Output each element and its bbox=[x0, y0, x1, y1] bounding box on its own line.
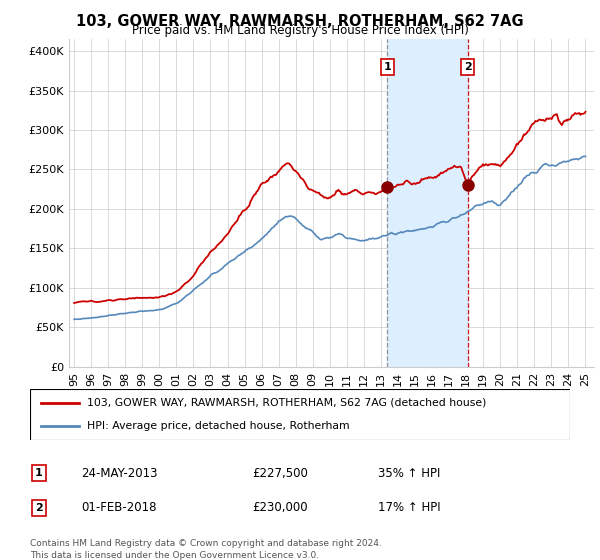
Text: 103, GOWER WAY, RAWMARSH, ROTHERHAM, S62 7AG: 103, GOWER WAY, RAWMARSH, ROTHERHAM, S62… bbox=[76, 14, 524, 29]
Text: Contains HM Land Registry data © Crown copyright and database right 2024.
This d: Contains HM Land Registry data © Crown c… bbox=[30, 539, 382, 559]
Text: 2: 2 bbox=[464, 62, 472, 72]
Text: £227,500: £227,500 bbox=[252, 466, 308, 480]
Text: 2: 2 bbox=[35, 503, 43, 513]
Text: 35% ↑ HPI: 35% ↑ HPI bbox=[378, 466, 440, 480]
Text: 103, GOWER WAY, RAWMARSH, ROTHERHAM, S62 7AG (detached house): 103, GOWER WAY, RAWMARSH, ROTHERHAM, S62… bbox=[86, 398, 486, 408]
Text: Price paid vs. HM Land Registry's House Price Index (HPI): Price paid vs. HM Land Registry's House … bbox=[131, 24, 469, 37]
Text: 17% ↑ HPI: 17% ↑ HPI bbox=[378, 501, 440, 515]
Text: 1: 1 bbox=[35, 468, 43, 478]
Text: £230,000: £230,000 bbox=[252, 501, 308, 515]
Bar bbox=[388, 39, 467, 367]
Text: 1: 1 bbox=[383, 62, 391, 72]
Text: HPI: Average price, detached house, Rotherham: HPI: Average price, detached house, Roth… bbox=[86, 421, 349, 431]
Text: 01-FEB-2018: 01-FEB-2018 bbox=[81, 501, 157, 515]
Text: 24-MAY-2013: 24-MAY-2013 bbox=[81, 466, 157, 480]
